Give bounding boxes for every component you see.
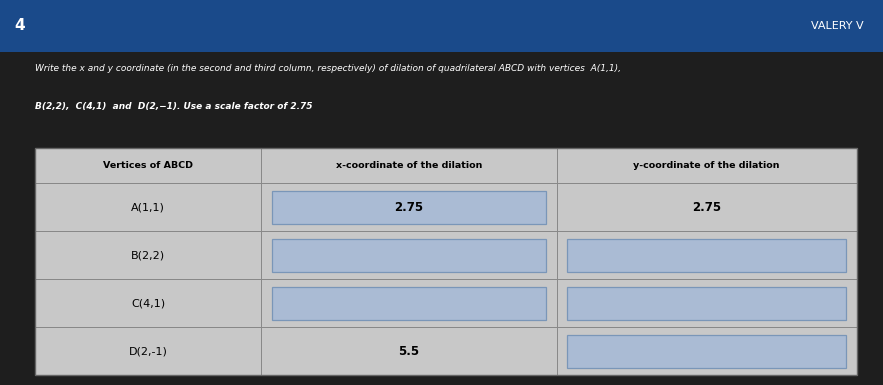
Bar: [272, 286, 547, 320]
Bar: [568, 239, 846, 272]
Text: Write the x and y coordinate (in the second and third column, respectively) of d: Write the x and y coordinate (in the sec…: [35, 64, 622, 72]
Text: 5.5: 5.5: [398, 345, 419, 358]
Text: x-coordinate of the dilation: x-coordinate of the dilation: [336, 161, 482, 170]
Bar: [272, 239, 547, 272]
Bar: [568, 335, 846, 368]
Text: 2.75: 2.75: [692, 201, 721, 214]
Bar: [35, 231, 857, 280]
Text: C(4,1): C(4,1): [132, 298, 165, 308]
Text: A(1,1): A(1,1): [132, 203, 165, 213]
Bar: [35, 327, 857, 375]
Bar: [35, 183, 857, 231]
Text: VALERY V: VALERY V: [811, 21, 864, 31]
Text: B(2,2),  C(4,1)  and  D(2,−1). Use a scale factor of 2.75: B(2,2), C(4,1) and D(2,−1). Use a scale …: [35, 102, 313, 111]
Text: 2.75: 2.75: [395, 201, 424, 214]
Text: y-coordinate of the dilation: y-coordinate of the dilation: [633, 161, 780, 170]
Bar: [568, 286, 846, 320]
Bar: [272, 191, 547, 224]
Bar: [35, 280, 857, 327]
Bar: [0, 0, 883, 52]
Bar: [35, 148, 857, 183]
Text: 4: 4: [14, 18, 25, 33]
Text: Vertices of ABCD: Vertices of ABCD: [103, 161, 193, 170]
Text: B(2,2): B(2,2): [132, 250, 165, 260]
Text: D(2,-1): D(2,-1): [129, 346, 168, 357]
Bar: [35, 148, 857, 375]
